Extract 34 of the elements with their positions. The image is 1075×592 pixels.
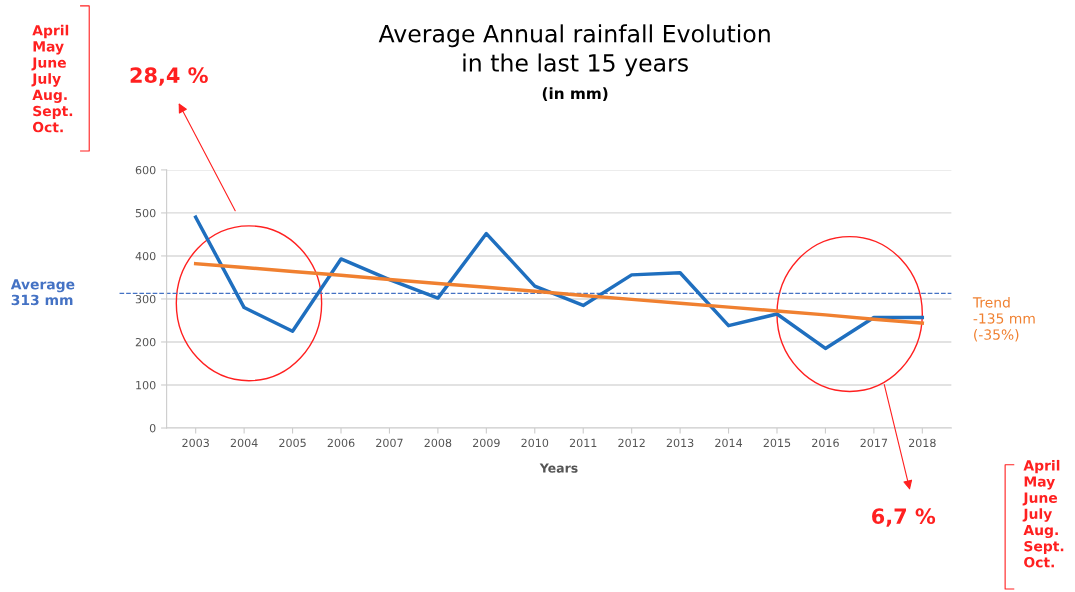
text: 6,7 % xyxy=(872,508,936,527)
text: April May June July Aug. Sept. Oct. xyxy=(1022,459,1064,568)
x-axis-title: Years xyxy=(539,463,578,473)
x-tick-label: 2006 xyxy=(327,438,355,448)
x-tick-label: 2017 xyxy=(860,438,888,448)
text: 28,4 % xyxy=(130,67,208,86)
x-tick-label: 2007 xyxy=(376,438,403,448)
x-tick-label: 2011 xyxy=(569,438,597,448)
x-tick-label: 2005 xyxy=(279,438,306,448)
x-tick-label: 2009 xyxy=(473,438,500,448)
y-tick-label: 300 xyxy=(135,294,156,304)
x-tick-label: 2003 xyxy=(182,438,209,448)
x-tick-label: 2015 xyxy=(763,438,791,448)
y-tick-label: 600 xyxy=(135,165,156,175)
y-tick-label: 500 xyxy=(135,208,156,218)
line-series xyxy=(193,261,925,325)
x-tick-label: 2010 xyxy=(521,438,549,448)
x-tick-label: 2016 xyxy=(812,438,839,448)
x-tick-label: 2013 xyxy=(666,438,694,448)
chart-subtitle: (in mm) xyxy=(542,87,608,101)
chart-title: Average Annual rainfall Evolution in the last 15 years xyxy=(378,24,770,77)
line-series xyxy=(193,215,925,351)
x-tick-label: 2012 xyxy=(618,438,645,448)
text: Trend -135 mm (-35%) xyxy=(972,296,1035,342)
ref-line-label: Average 313 mm xyxy=(10,279,75,306)
x-tick-label: 2008 xyxy=(424,438,452,448)
x-tick-label: 2018 xyxy=(908,438,936,448)
y-tick-label: 200 xyxy=(135,337,156,347)
y-tick-label: 0 xyxy=(149,423,156,433)
text: April May June July Aug. Sept. Oct. xyxy=(31,24,73,133)
x-tick-label: 2014 xyxy=(715,438,743,448)
y-tick-label: 100 xyxy=(136,380,156,390)
y-tick-label: 400 xyxy=(135,251,156,261)
x-tick-label: 2004 xyxy=(230,438,258,448)
